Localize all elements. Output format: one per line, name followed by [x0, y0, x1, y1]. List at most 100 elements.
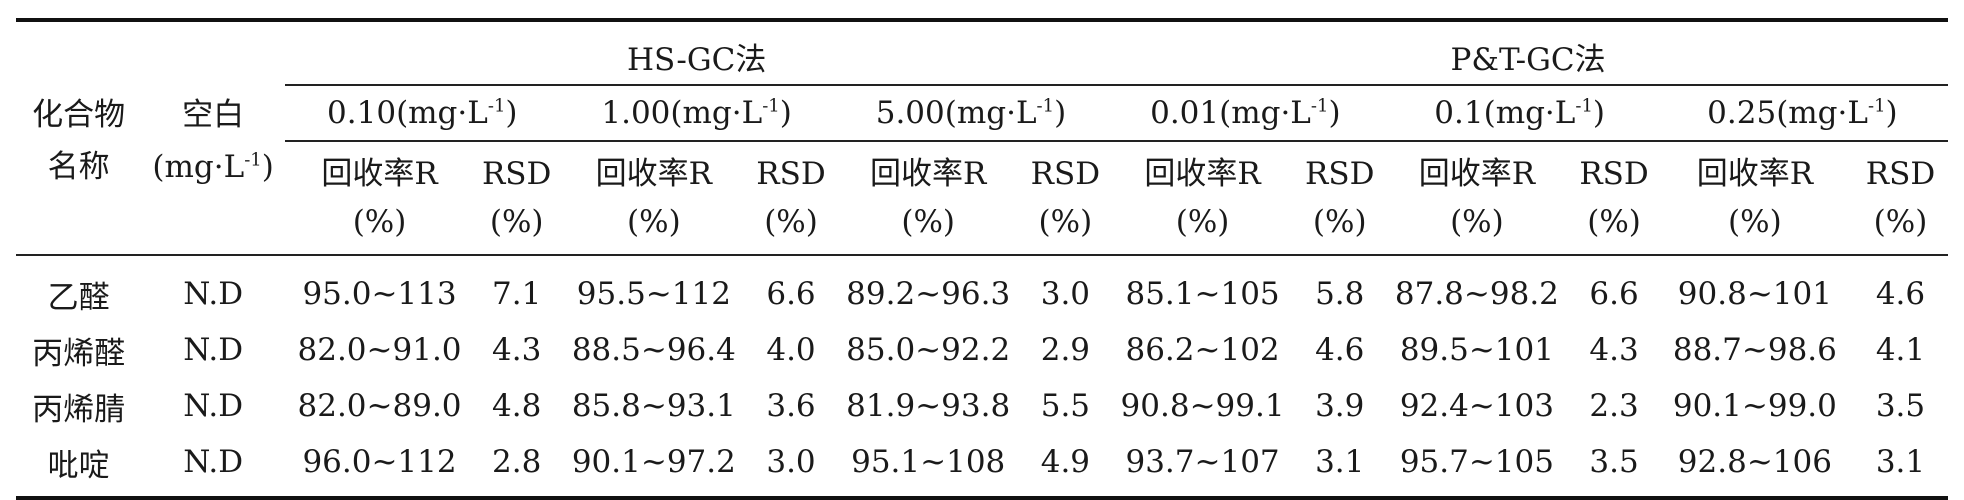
rsd-header-line: (%) [1587, 204, 1641, 240]
compound-header-line1: 化合物 [32, 97, 126, 133]
concentration-close: ) [1054, 95, 1067, 131]
table-container: 化合物 名称 空白 (mg·L-1) HS-GC法 P&T-GC法 0.10(m… [16, 18, 1948, 500]
recovery-header-line: (%) [1450, 204, 1504, 240]
recovery-header-line: (%) [352, 204, 407, 240]
rsd-header: RSD (%) [1023, 141, 1109, 255]
rsd-value-cell: 4.0 [766, 332, 816, 368]
concentration-close: ) [505, 95, 518, 131]
blank-unit-text: (mg·L [152, 149, 245, 185]
recovery-header: 回收率R (%) [285, 141, 474, 255]
concentration-header: 0.10(mg·L-1) [285, 85, 560, 142]
concentration-close: ) [779, 95, 792, 131]
table-row: 丙烯腈 N.D 82.0~89.0 4.8 85.8~93.1 3.6 81.9~93.8 5… [16, 378, 1948, 434]
recovery-range-cell: 92.8~106 [1677, 444, 1832, 480]
recovery-range-cell: 90.1~99.0 [1672, 388, 1837, 424]
rsd-value-cell: 3.0 [766, 444, 816, 480]
blank-unit-sup: -1 [244, 149, 262, 171]
rsd-header: RSD (%) [1571, 141, 1657, 255]
rsd-value-cell: 4.3 [492, 332, 542, 368]
concentration-unit-sup: -1 [762, 95, 780, 117]
compound-header-line2: 名称 [47, 149, 110, 185]
rsd-header-line: (%) [1312, 204, 1367, 240]
concentration-header: 1.00(mg·L-1) [559, 85, 834, 142]
rsd-header-line: (%) [1038, 204, 1093, 240]
rsd-header: RSD (%) [748, 141, 834, 255]
header-row-concentrations: 0.10(mg·L-1) 1.00(mg·L-1) 5.00(mg·L-1) 0.01… [16, 85, 1948, 142]
blank-value-cell: N.D [183, 332, 244, 368]
rsd-value-cell: 2.9 [1040, 332, 1091, 368]
table-row: 乙醛 N.D 95.0~113 7.1 95.5~112 6.6 89.2~96.3 3.0 8… [16, 255, 1948, 322]
recovery-range-cell: 86.2~102 [1125, 332, 1280, 368]
recovery-header-line: (%) [627, 204, 681, 240]
recovery-range-cell: 95.0~113 [302, 276, 457, 312]
rsd-header-line: RSD [481, 156, 552, 192]
concentration-close: ) [1592, 95, 1606, 131]
rsd-header-line: RSD [1579, 156, 1649, 192]
concentration-header: 0.01(mg·L-1) [1108, 85, 1383, 142]
recovery-range-cell: 81.9~93.8 [846, 388, 1011, 424]
blank-header-unit: (mg·L-1) [141, 141, 285, 193]
blank-header: 空白 (mg·L-1) [141, 20, 285, 255]
recovery-range-cell: 88.7~98.6 [1672, 332, 1837, 368]
concentration-unit-sup: -1 [1867, 95, 1886, 117]
recovery-range-cell: 85.0~92.2 [846, 332, 1011, 368]
compound-name-header: 化合物 名称 [16, 20, 141, 255]
concentration-value: 1.00(mg·L [601, 95, 763, 131]
rsd-header: RSD (%) [1853, 141, 1948, 255]
recovery-range-cell: 90.8~101 [1677, 276, 1832, 312]
recovery-header-line: 回收率R [595, 156, 713, 192]
recovery-range-cell: 85.8~93.1 [571, 388, 736, 424]
rsd-header: RSD (%) [1297, 141, 1383, 255]
rsd-value-cell: 3.1 [1315, 444, 1365, 480]
rsd-header-line: (%) [489, 204, 544, 240]
header-row-groups: 化合物 名称 空白 (mg·L-1) HS-GC法 P&T-GC法 [16, 20, 1948, 185]
recovery-header-line: (%) [1175, 204, 1230, 240]
rsd-header-line: RSD [1865, 156, 1936, 192]
rsd-value-cell: 5.8 [1315, 276, 1365, 312]
blank-header-line1: 空白 [182, 97, 245, 133]
rsd-value-cell: 6.6 [1589, 276, 1639, 312]
recovery-header-line: 回收率R [1418, 156, 1536, 192]
rsd-header-line: RSD [756, 156, 826, 192]
concentration-header: 0.25(mg·L-1) [1656, 85, 1948, 142]
rsd-header-line: (%) [1873, 204, 1928, 240]
concentration-unit-sup: -1 [487, 95, 506, 117]
recovery-range-cell: 95.7~105 [1399, 444, 1554, 480]
blank-unit-close: ) [261, 149, 274, 185]
concentration-close: ) [1328, 95, 1341, 131]
rsd-value-cell: 7.1 [492, 276, 542, 312]
blank-value-cell: N.D [183, 276, 244, 312]
recovery-range-cell: 88.5~96.4 [571, 332, 736, 368]
recovery-header-line: (%) [901, 204, 955, 240]
recovery-header-line: 回收率R [1696, 156, 1814, 192]
recovery-range-cell: 85.1~105 [1125, 276, 1280, 312]
concentration-close: ) [1885, 95, 1898, 131]
concentration-unit-sup: -1 [1310, 95, 1329, 117]
rsd-value-cell: 3.9 [1315, 388, 1365, 424]
rsd-value-cell: 3.0 [1040, 276, 1091, 312]
rsd-value-cell: 4.8 [492, 388, 542, 424]
rsd-header-line: (%) [764, 204, 818, 240]
rsd-value-cell: 6.6 [766, 276, 816, 312]
table-row: 吡啶 N.D 96.0~112 2.8 90.1~97.2 3.0 95.1~108 4.9 9… [16, 434, 1948, 498]
recovery-range-cell: 93.7~107 [1125, 444, 1280, 480]
rsd-value-cell: 3.1 [1875, 444, 1926, 480]
concentration-unit-sup: -1 [1036, 95, 1055, 117]
rsd-value-cell: 2.8 [492, 444, 542, 480]
recovery-header: 回收率R (%) [1108, 141, 1297, 255]
header-row-metrics: 回收率R (%) RSD (%) 回收率R (%) RSD (%) 回收率R (%) RSD (%) 回… [16, 141, 1948, 255]
recovery-range-cell: 96.0~112 [302, 444, 457, 480]
recovery-range-cell: 89.5~101 [1399, 332, 1554, 368]
recovery-range-cell: 92.4~103 [1399, 388, 1554, 424]
recovery-range-cell: 90.1~97.2 [571, 444, 736, 480]
concentration-value: 5.00(mg·L [875, 95, 1037, 131]
recovery-header-line: 回收率R [870, 156, 987, 192]
recovery-header-line: (%) [1728, 204, 1782, 240]
rsd-value-cell: 3.5 [1589, 444, 1639, 480]
rsd-value-cell: 3.5 [1875, 388, 1926, 424]
recovery-range-cell: 95.5~112 [576, 276, 731, 312]
concentration-value: 0.01(mg·L [1150, 95, 1311, 131]
concentration-value: 0.10(mg·L [327, 95, 488, 131]
rsd-value-cell: 4.9 [1040, 444, 1091, 480]
rsd-value-cell: 5.5 [1040, 388, 1091, 424]
